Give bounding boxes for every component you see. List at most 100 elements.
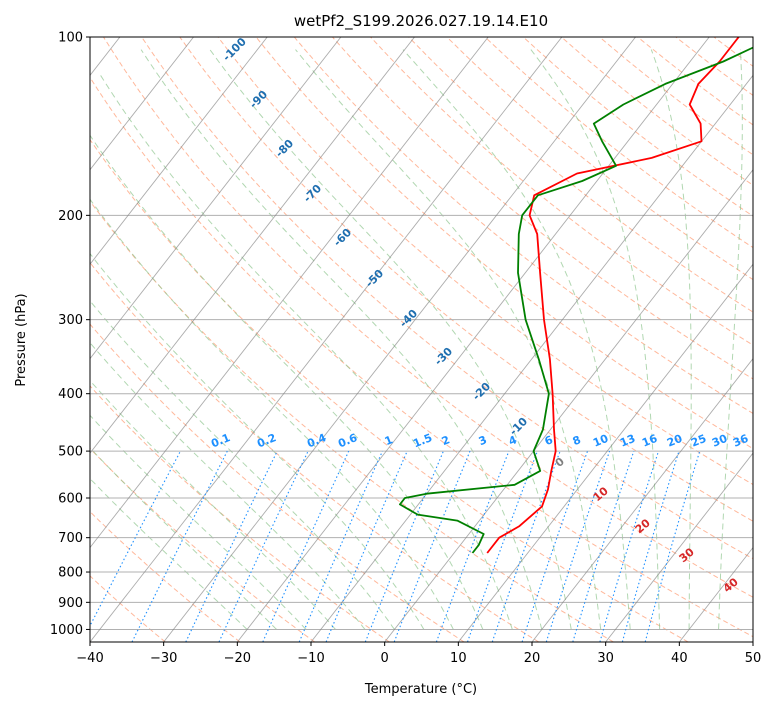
moist-adiabat <box>90 478 248 630</box>
dry-adiabat <box>90 323 465 642</box>
moist-adiabat <box>98 72 513 630</box>
mixing-ratio-line <box>325 450 408 642</box>
mixing-ratio-line <box>262 450 350 642</box>
moist-adiabat <box>90 300 395 630</box>
y-tick-label: 500 <box>58 445 83 460</box>
dry-adiabat <box>255 37 753 450</box>
moist-adiabat <box>90 379 336 630</box>
isotherm <box>236 37 710 642</box>
moist-adiabat <box>90 134 484 630</box>
dry-adiabat <box>179 37 753 522</box>
dry-adiabat <box>90 200 614 642</box>
moist-adiabat <box>650 49 692 630</box>
moist-adiabat <box>90 414 307 630</box>
y-tick-label: 700 <box>58 531 83 546</box>
moist-adiabat <box>530 49 661 630</box>
mixing-ratio-line <box>521 450 589 642</box>
mixing-ratio-line <box>572 450 635 642</box>
dry-adiabat <box>522 37 753 217</box>
y-tick-label: 800 <box>58 566 83 581</box>
mixing-ratio-line <box>393 450 471 642</box>
chart-title: wetPf2_S199.2026.027.19.14.E10 <box>294 12 548 31</box>
mixing-ratio-line <box>491 450 561 642</box>
y-axis-label: Pressure (hPa) <box>14 293 29 386</box>
mixing-ratio-line <box>364 450 444 642</box>
mixing-ratio-label: 36 <box>731 432 750 450</box>
moist-adiabat <box>140 49 543 630</box>
mixing-ratio-label: 30 <box>710 432 729 450</box>
data-series <box>399 37 753 554</box>
mixing-ratio-line <box>599 450 660 642</box>
x-tick-label: −30 <box>150 651 177 666</box>
moist-adiabat <box>718 49 743 630</box>
mixing-ratio-label: 2 <box>440 433 452 448</box>
x-tick-label: 0 <box>381 651 389 666</box>
mixing-ratio-label: 13 <box>618 432 637 450</box>
y-tick-label: 200 <box>58 209 83 224</box>
isotherm <box>384 169 753 642</box>
moist-adiabat <box>90 252 425 630</box>
mixing-ratio-label: 25 <box>689 432 708 450</box>
mixing-ratio-label: 20 <box>665 432 684 450</box>
dry-adiabat <box>90 447 315 642</box>
y-tick-label: 400 <box>58 387 83 402</box>
dry-adiabat <box>331 37 753 380</box>
dry-adiabat <box>90 76 753 638</box>
x-tick-label: 50 <box>745 651 762 666</box>
x-tick-label: 20 <box>524 651 541 666</box>
mixing-ratio-line <box>621 450 680 642</box>
x-tick-label: −20 <box>224 651 251 666</box>
dry-adiabat <box>102 37 753 598</box>
isotherm <box>163 37 636 642</box>
isotherm <box>90 37 194 171</box>
isotherm <box>90 37 342 360</box>
isotherm <box>90 37 415 454</box>
plot-frame <box>89 36 754 643</box>
moist-adiabat <box>295 49 602 630</box>
y-tick-label: 300 <box>58 313 83 328</box>
temperature-line <box>486 37 740 554</box>
dry-adiabat <box>90 138 689 642</box>
isotherm <box>90 37 268 265</box>
mixing-ratio-label: 10 <box>591 432 610 450</box>
y-axis: 100 200 300 400 500 600 700 800 900 1000 <box>50 31 90 638</box>
x-tick-label: −40 <box>76 651 103 666</box>
mixing-ratio-line <box>298 450 384 642</box>
dewpoint-line <box>399 46 753 554</box>
moist-adiabat <box>90 342 366 630</box>
x-tick-label: 30 <box>597 651 614 666</box>
dry-adiabat <box>90 261 540 642</box>
isotherm <box>457 263 753 642</box>
y-tick-label: 600 <box>58 492 83 507</box>
dry-adiabat <box>141 37 753 560</box>
x-axis-label: Temperature (°C) <box>364 682 477 697</box>
isotherm <box>605 452 753 642</box>
mixing-ratio-line <box>545 450 611 642</box>
mixing-ratio-label: 16 <box>640 432 659 450</box>
x-tick-label: 10 <box>450 651 467 666</box>
y-tick-label: 100 <box>58 31 83 46</box>
mixing-ratio-label: 8 <box>571 433 583 448</box>
dry-adiabat <box>90 510 241 642</box>
dry-adiabat <box>293 37 753 415</box>
isotherm <box>90 37 489 549</box>
mixing-ratio-line <box>466 450 538 642</box>
dry-adiabat <box>369 37 753 346</box>
mixing-ratio-line <box>644 450 701 642</box>
x-axis: −40 −30 −20 −10 0 10 20 30 40 50 <box>76 642 761 666</box>
dry-adiabat <box>446 37 753 281</box>
moist-adiabat <box>90 198 454 630</box>
mixing-ratio-label: 1 <box>383 433 395 448</box>
mixing-ratio-label: 3 <box>477 433 489 448</box>
x-tick-label: 40 <box>671 651 688 666</box>
dry-adiabat <box>90 385 390 642</box>
mixing-ratio-line <box>131 450 228 642</box>
y-tick-label: 900 <box>58 596 83 611</box>
isotherm <box>531 357 753 642</box>
dry-adiabat <box>560 37 753 186</box>
mixing-ratio-line <box>435 450 510 642</box>
moist-adiabat <box>402 49 631 630</box>
x-tick-label: −10 <box>297 651 324 666</box>
isotherm <box>90 37 563 642</box>
